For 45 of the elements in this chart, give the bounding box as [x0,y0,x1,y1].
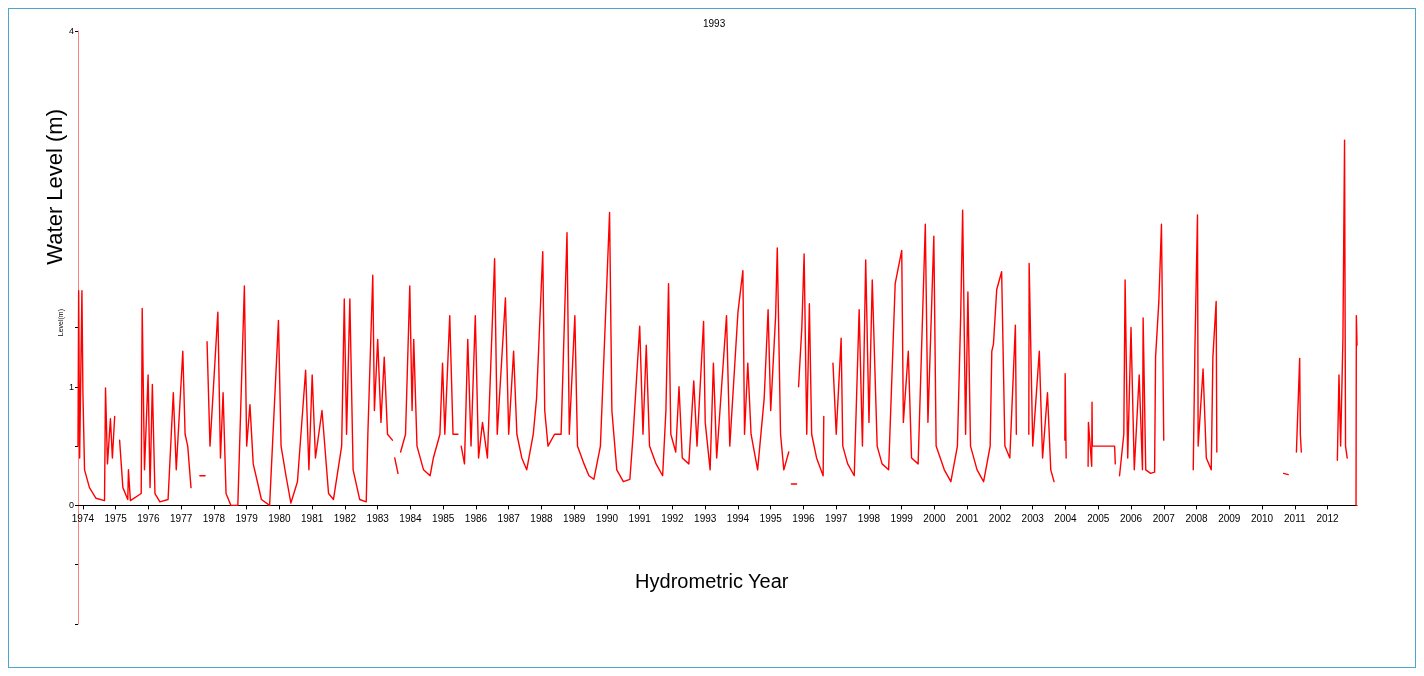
x-tick-label: 2004 [1054,512,1078,524]
x-tick-label: 2011 [1284,512,1306,524]
y-tick-label: 1 [68,381,74,392]
y-tick-label: 4 [68,26,74,36]
x-tick-label: 1984 [399,512,422,524]
x-tick-label: 1981 [301,512,324,524]
x-tick-label: 1978 [202,512,226,524]
x-tick-label: 2005 [1087,512,1110,524]
x-tick-label: 1980 [268,512,291,524]
x-tick-label: 1997 [825,512,848,524]
x-tick-label: 1994 [726,512,750,524]
x-tick-label: 1983 [366,512,390,524]
x-tick-label: 2001 [956,512,979,524]
x-tick-label: 1976 [137,512,160,524]
chart-title: 1993 [703,17,726,29]
x-tick-label: 1985 [432,512,455,524]
x-tick-label: 1989 [563,512,586,524]
x-tick-label: 2012 [1316,512,1340,524]
x-tick-label: 2007 [1152,512,1176,524]
y-axis-title: Water Level (m) [41,109,67,265]
x-tick-label: 1990 [595,512,619,524]
x-tick-label: 2006 [1119,512,1143,524]
x-tick-label: 1996 [792,512,816,524]
x-tick-label: 2002 [988,512,1012,524]
x-tick-label: 1992 [661,512,685,524]
x-tick-label: 1991 [628,512,652,524]
x-tick-label: 1987 [497,512,521,524]
x-tick-label: 1986 [464,512,488,524]
x-tick-label: 1975 [104,512,128,524]
x-axis-title: Hydrometric Year [635,570,789,592]
x-tick-label: 1979 [235,512,259,524]
x-tick-label: 1974 [71,512,95,524]
x-tick-label: 1999 [890,512,914,524]
x-tick-label: 1977 [170,512,193,524]
x-tick-label: 2010 [1250,512,1274,524]
x-tick-label: 1988 [530,512,554,524]
x-tick-label: 2008 [1185,512,1209,524]
x-tick-label: 1998 [857,512,881,524]
x-tick-label: 2003 [1021,512,1045,524]
y-tick-label: 0 [68,500,74,511]
x-tick-label: 1993 [694,512,717,524]
x-tick-label: 1982 [333,512,357,524]
x-tick-label: 1995 [759,512,783,524]
x-tick-label: 2009 [1218,512,1241,524]
x-tick-label: 2000 [923,512,947,524]
